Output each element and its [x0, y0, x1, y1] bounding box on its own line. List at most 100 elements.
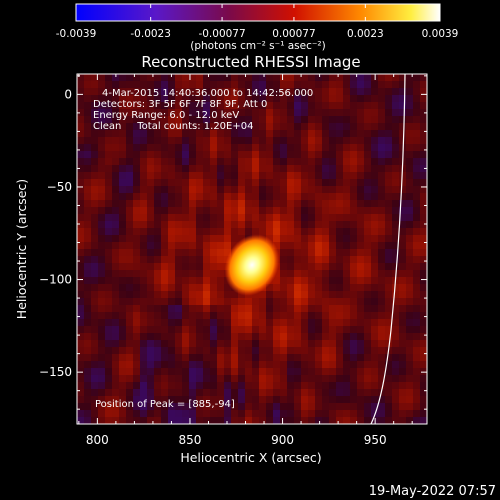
heatmap-cell [287, 158, 295, 166]
heatmap-cell [371, 207, 379, 215]
heatmap-cell [357, 354, 365, 362]
heatmap-cell [280, 130, 288, 138]
heatmap-cell [266, 144, 274, 152]
heatmap-cell [266, 368, 274, 376]
heatmap-cell [301, 333, 309, 341]
heatmap-cell [315, 235, 323, 243]
heatmap-cell [378, 158, 386, 166]
heatmap-cell [161, 291, 169, 299]
heatmap-cell [203, 144, 211, 152]
heatmap-cell [210, 158, 218, 166]
heatmap-cell [126, 347, 134, 355]
heatmap-cell [252, 221, 260, 229]
heatmap-cell [91, 151, 99, 159]
heatmap-cell [245, 102, 253, 110]
heatmap-cell [91, 102, 99, 110]
heatmap-cell [119, 263, 127, 271]
heatmap-cell [238, 144, 246, 152]
heatmap-cell [357, 116, 365, 124]
heatmap-cell [406, 368, 414, 376]
heatmap-cell [98, 123, 106, 131]
heatmap-cell [77, 144, 85, 152]
heatmap-cell [357, 389, 365, 397]
heatmap-cell [182, 137, 190, 145]
heatmap-cell [119, 193, 127, 201]
heatmap-cell [189, 270, 197, 278]
heatmap-cell [133, 305, 141, 313]
heatmap-cell [245, 368, 253, 376]
heatmap-cell [420, 95, 427, 103]
heatmap-cell [119, 109, 127, 117]
heatmap-cell [252, 333, 260, 341]
heatmap-cell [84, 375, 92, 383]
heatmap-cell [294, 270, 302, 278]
heatmap-cell [385, 298, 393, 306]
heatmap-cell [420, 382, 427, 390]
heatmap-cell [378, 165, 386, 173]
heatmap-cell [364, 256, 372, 264]
heatmap-cell [147, 354, 155, 362]
heatmap-cell [231, 207, 239, 215]
heatmap-cell [413, 144, 421, 152]
heatmap-cell [210, 396, 218, 404]
emission-peak [224, 234, 280, 296]
heatmap-cell [315, 368, 323, 376]
heatmap-cell [238, 207, 246, 215]
heatmap-cell [203, 305, 211, 313]
heatmap-cell [91, 312, 99, 320]
heatmap-cell [189, 74, 197, 82]
heatmap-cell [217, 81, 225, 89]
heatmap-cell [77, 389, 85, 397]
heatmap-cell [329, 200, 337, 208]
y-tick-label: −50 [47, 180, 72, 194]
heatmap-cell [266, 137, 274, 145]
heatmap-cell [357, 214, 365, 222]
heatmap-cell [140, 291, 148, 299]
heatmap-cell [385, 354, 393, 362]
heatmap-cell [385, 207, 393, 215]
heatmap-cell [175, 326, 183, 334]
heatmap-cell [420, 340, 427, 348]
heatmap-cell [329, 291, 337, 299]
heatmap-cell [238, 298, 246, 306]
heatmap-cell [98, 326, 106, 334]
heatmap-cell [154, 249, 162, 257]
heatmap-cell [112, 417, 120, 424]
heatmap-cell [385, 270, 393, 278]
heatmap-cell [203, 102, 211, 110]
heatmap-cell [294, 74, 302, 82]
heatmap-cell [182, 270, 190, 278]
heatmap-cell [133, 368, 141, 376]
heatmap-cell [140, 137, 148, 145]
heatmap-cell [252, 361, 260, 369]
heatmap-cell [196, 228, 204, 236]
heatmap-cell [259, 95, 267, 103]
heatmap-cell [91, 361, 99, 369]
heatmap-cell [77, 382, 85, 390]
heatmap-cell [294, 277, 302, 285]
heatmap-cell [301, 319, 309, 327]
heatmap-cell [357, 102, 365, 110]
heatmap-cell [168, 347, 176, 355]
heatmap-cell [175, 172, 183, 180]
heatmap-cell [252, 109, 260, 117]
heatmap-cell [231, 116, 239, 124]
heatmap-cell [273, 81, 281, 89]
heatmap-cell [315, 88, 323, 96]
heatmap-cell [154, 263, 162, 271]
heatmap-cell [294, 382, 302, 390]
heatmap-cell [168, 207, 176, 215]
heatmap-cell [126, 109, 134, 117]
heatmap-cell [147, 249, 155, 257]
heatmap-cell [378, 137, 386, 145]
heatmap-cell [147, 375, 155, 383]
heatmap-cell [168, 130, 176, 138]
heatmap-cell [336, 207, 344, 215]
heatmap-cell [308, 410, 316, 418]
heatmap-cell [231, 214, 239, 222]
heatmap-cell [294, 256, 302, 264]
heatmap-cell [329, 410, 337, 418]
heatmap-cell [350, 403, 358, 411]
heatmap-cell [287, 256, 295, 264]
heatmap-cell [196, 326, 204, 334]
